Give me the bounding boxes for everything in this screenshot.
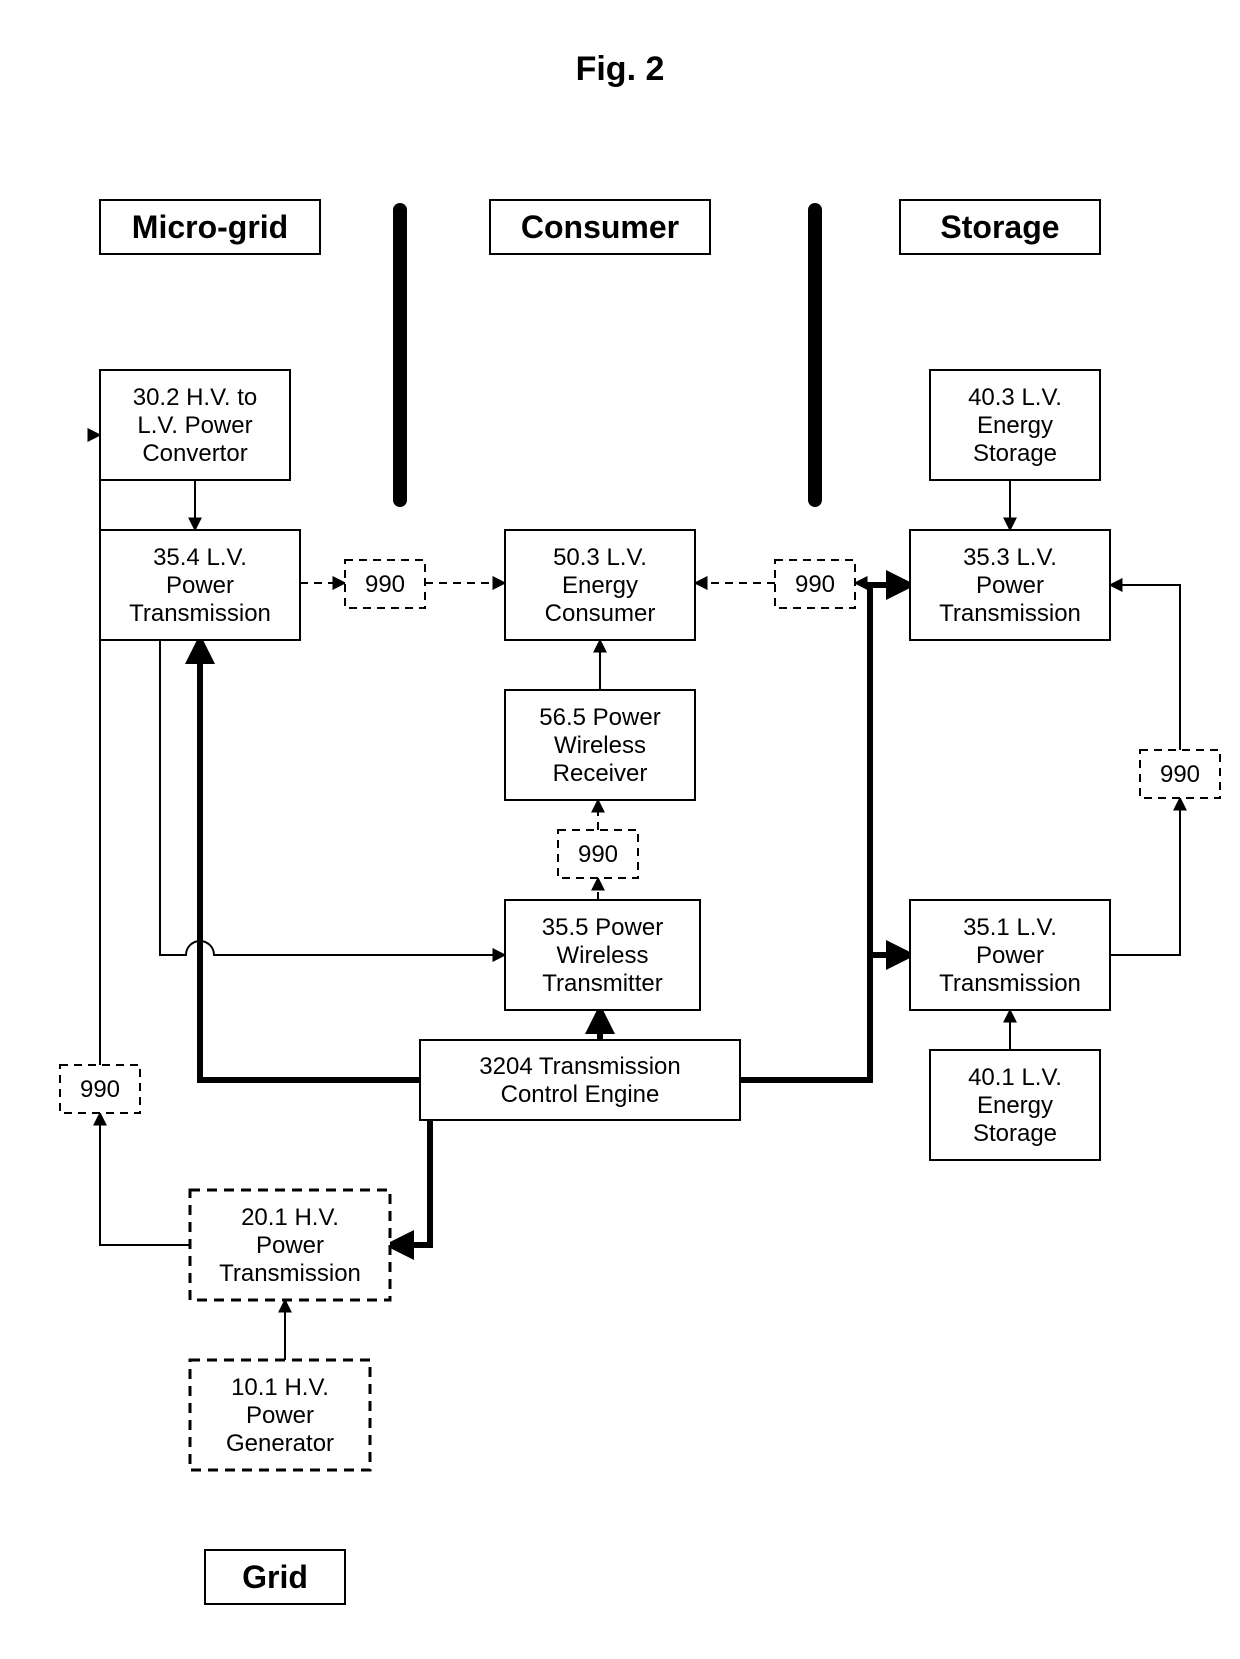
node-n503-line2: Consumer (545, 600, 656, 627)
node-n351-line0: 35.1 L.V. (963, 914, 1057, 941)
node-n403-line1: Energy (977, 412, 1053, 439)
node-n354: 35.4 L.V.PowerTransmission (100, 530, 300, 640)
header-micro-grid: Micro-grid (100, 200, 320, 254)
node-n355-line2: Transmitter (542, 970, 662, 997)
node-n355: 35.5 PowerWirelessTransmitter (505, 900, 700, 1010)
node-n401-line2: Storage (973, 1120, 1057, 1147)
node-n302-line2: Convertor (142, 440, 247, 467)
node-n201-line1: Power (256, 1232, 324, 1259)
node-n353-line0: 35.3 L.V. (963, 544, 1057, 571)
node-d990b-line0: 990 (795, 571, 835, 598)
header-storage-label: Storage (940, 209, 1059, 245)
node-n201-line2: Transmission (219, 1260, 361, 1287)
node-n351-line2: Transmission (939, 970, 1081, 997)
header-storage: Storage (900, 200, 1100, 254)
node-n3204-line1: Control Engine (501, 1081, 660, 1108)
node-n401: 40.1 L.V.EnergyStorage (930, 1050, 1100, 1160)
header-micro-grid-label: Micro-grid (132, 209, 288, 245)
node-n403-line0: 40.3 L.V. (968, 384, 1062, 411)
node-n201-line0: 20.1 H.V. (241, 1204, 339, 1231)
node-d990c: 990 (558, 830, 638, 878)
node-n403: 40.3 L.V.EnergyStorage (930, 370, 1100, 480)
header-grid-label: Grid (242, 1559, 308, 1595)
node-n302-line1: L.V. Power (137, 412, 252, 439)
node-n401-line1: Energy (977, 1092, 1053, 1119)
edge-e354_355_jump (160, 640, 505, 955)
header-consumer-label: Consumer (521, 209, 679, 245)
node-n354-line2: Transmission (129, 600, 271, 627)
node-n201: 20.1 H.V.PowerTransmission (190, 1190, 390, 1300)
node-n503-line1: Energy (562, 572, 638, 599)
node-n101-line2: Generator (226, 1430, 334, 1457)
node-n355-line1: Wireless (556, 942, 648, 969)
node-d990e-line0: 990 (1160, 761, 1200, 788)
edge-e351_990e (1110, 798, 1180, 955)
node-n503-line0: 50.3 L.V. (553, 544, 647, 571)
node-n353-line1: Power (976, 572, 1044, 599)
edge-thick_3204_right1 (740, 955, 910, 1080)
node-n302: 30.2 H.V. toL.V. PowerConvertor (100, 370, 290, 480)
node-n101: 10.1 H.V.PowerGenerator (190, 1360, 370, 1470)
node-n101-line0: 10.1 H.V. (231, 1374, 329, 1401)
header-grid: Grid (205, 1550, 345, 1604)
node-n353-line2: Transmission (939, 600, 1081, 627)
node-d990b: 990 (775, 560, 855, 608)
node-n351: 35.1 L.V.PowerTransmission (910, 900, 1110, 1010)
node-n401-line0: 40.1 L.V. (968, 1064, 1062, 1091)
node-n3204: 3204 TransmissionControl Engine (420, 1040, 740, 1120)
node-n3204-line0: 3204 Transmission (479, 1053, 680, 1080)
node-n101-line1: Power (246, 1402, 314, 1429)
node-n354-line0: 35.4 L.V. (153, 544, 247, 571)
node-n355-line0: 35.5 Power (542, 914, 663, 941)
node-n302-line0: 30.2 H.V. to (133, 384, 258, 411)
header-consumer: Consumer (490, 200, 710, 254)
node-d990d: 990 (60, 1065, 140, 1113)
node-d990c-line0: 990 (578, 841, 618, 868)
node-n403-line2: Storage (973, 440, 1057, 467)
node-d990a: 990 (345, 560, 425, 608)
node-n565-line1: Wireless (554, 732, 646, 759)
edge-thick_3204_left (200, 640, 420, 1080)
edge-e990e_353 (1110, 585, 1180, 750)
node-d990d-line0: 990 (80, 1076, 120, 1103)
edge-e201_302_loop (100, 1113, 190, 1245)
nodes-layer: 30.2 H.V. toL.V. PowerConvertor 35.4 L.V.… (60, 370, 1220, 1470)
node-n354-line1: Power (166, 572, 234, 599)
node-n353: 35.3 L.V.PowerTransmission (910, 530, 1110, 640)
node-d990a-line0: 990 (365, 571, 405, 598)
node-n351-line1: Power (976, 942, 1044, 969)
node-n503: 50.3 L.V.EnergyConsumer (505, 530, 695, 640)
node-n565: 56.5 PowerWirelessReceiver (505, 690, 695, 800)
edge-thick_3204_right2 (870, 585, 910, 955)
node-n565-line2: Receiver (553, 760, 648, 787)
node-n565-line0: 56.5 Power (539, 704, 660, 731)
node-d990e: 990 (1140, 750, 1220, 798)
figure-title: Fig. 2 (576, 50, 665, 88)
